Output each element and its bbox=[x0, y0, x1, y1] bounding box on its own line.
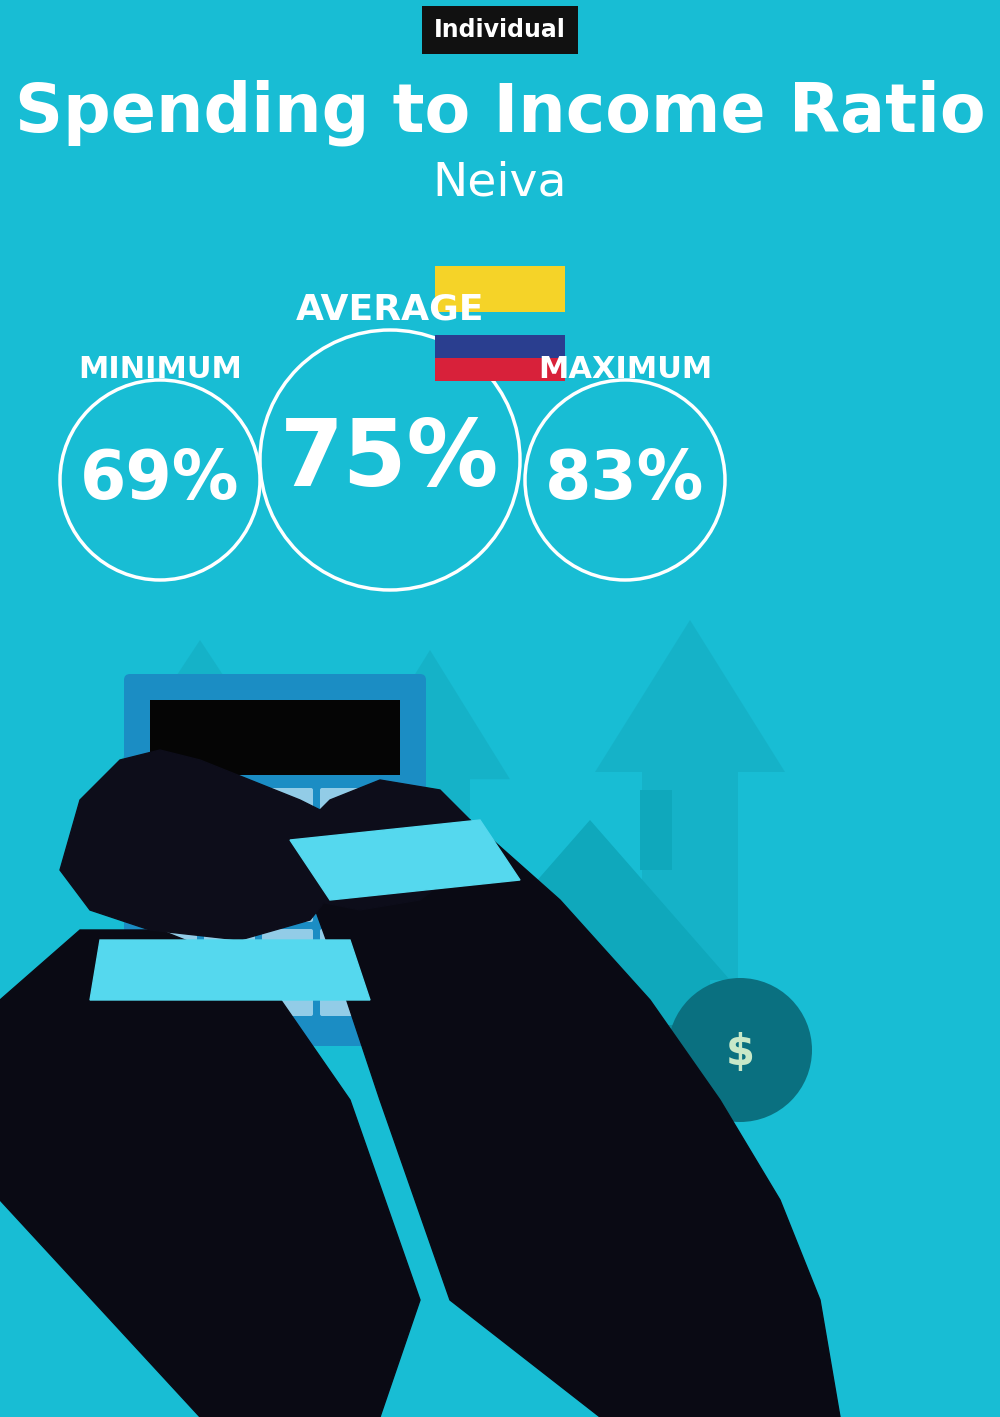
Bar bbox=[640, 1136, 730, 1148]
Bar bbox=[640, 1128, 730, 1141]
FancyBboxPatch shape bbox=[378, 835, 429, 876]
Bar bbox=[640, 1144, 730, 1156]
FancyBboxPatch shape bbox=[320, 881, 371, 922]
Polygon shape bbox=[595, 621, 785, 1020]
Text: 69%: 69% bbox=[80, 446, 240, 513]
Bar bbox=[564, 1100, 616, 1200]
FancyBboxPatch shape bbox=[204, 881, 255, 922]
Text: Neiva: Neiva bbox=[433, 160, 567, 205]
FancyBboxPatch shape bbox=[320, 930, 371, 969]
FancyBboxPatch shape bbox=[124, 674, 426, 1046]
FancyBboxPatch shape bbox=[378, 930, 429, 969]
Polygon shape bbox=[290, 820, 840, 1417]
FancyBboxPatch shape bbox=[378, 788, 429, 828]
FancyBboxPatch shape bbox=[146, 930, 197, 969]
Bar bbox=[640, 791, 672, 870]
Text: MAXIMUM: MAXIMUM bbox=[538, 356, 712, 384]
Text: $: $ bbox=[659, 1067, 681, 1097]
Polygon shape bbox=[350, 650, 510, 990]
FancyBboxPatch shape bbox=[262, 930, 313, 969]
FancyBboxPatch shape bbox=[204, 930, 255, 969]
Bar bbox=[640, 1161, 730, 1172]
Bar bbox=[435, 334, 565, 359]
Text: MINIMUM: MINIMUM bbox=[78, 356, 242, 384]
FancyBboxPatch shape bbox=[204, 788, 255, 828]
Polygon shape bbox=[110, 640, 290, 1000]
FancyBboxPatch shape bbox=[204, 976, 255, 1016]
FancyBboxPatch shape bbox=[378, 976, 429, 1016]
FancyBboxPatch shape bbox=[320, 835, 371, 876]
Bar bbox=[470, 981, 710, 1200]
FancyBboxPatch shape bbox=[378, 881, 429, 922]
FancyBboxPatch shape bbox=[320, 976, 371, 1016]
FancyBboxPatch shape bbox=[262, 835, 313, 876]
FancyBboxPatch shape bbox=[262, 788, 313, 828]
Bar bbox=[640, 1152, 730, 1163]
Polygon shape bbox=[290, 779, 470, 910]
Polygon shape bbox=[450, 820, 730, 981]
FancyBboxPatch shape bbox=[262, 881, 313, 922]
Text: Spending to Income Ratio: Spending to Income Ratio bbox=[15, 79, 985, 146]
FancyBboxPatch shape bbox=[320, 788, 371, 828]
FancyBboxPatch shape bbox=[146, 881, 197, 922]
Bar bbox=[640, 1168, 730, 1180]
Text: 75%: 75% bbox=[280, 415, 500, 504]
Text: 83%: 83% bbox=[545, 446, 705, 513]
Circle shape bbox=[615, 1024, 725, 1135]
Bar bbox=[435, 359, 565, 381]
Polygon shape bbox=[90, 939, 370, 1000]
Text: Individual: Individual bbox=[434, 18, 566, 43]
FancyBboxPatch shape bbox=[146, 835, 197, 876]
FancyBboxPatch shape bbox=[146, 788, 197, 828]
Polygon shape bbox=[290, 820, 520, 900]
Polygon shape bbox=[0, 930, 420, 1417]
Bar bbox=[435, 266, 565, 312]
FancyBboxPatch shape bbox=[204, 835, 255, 876]
Bar bbox=[150, 700, 400, 775]
FancyBboxPatch shape bbox=[146, 976, 197, 1016]
Circle shape bbox=[668, 978, 812, 1122]
FancyBboxPatch shape bbox=[262, 976, 313, 1016]
Text: AVERAGE: AVERAGE bbox=[296, 292, 484, 326]
Text: $: $ bbox=[726, 1032, 755, 1074]
Polygon shape bbox=[60, 750, 350, 939]
